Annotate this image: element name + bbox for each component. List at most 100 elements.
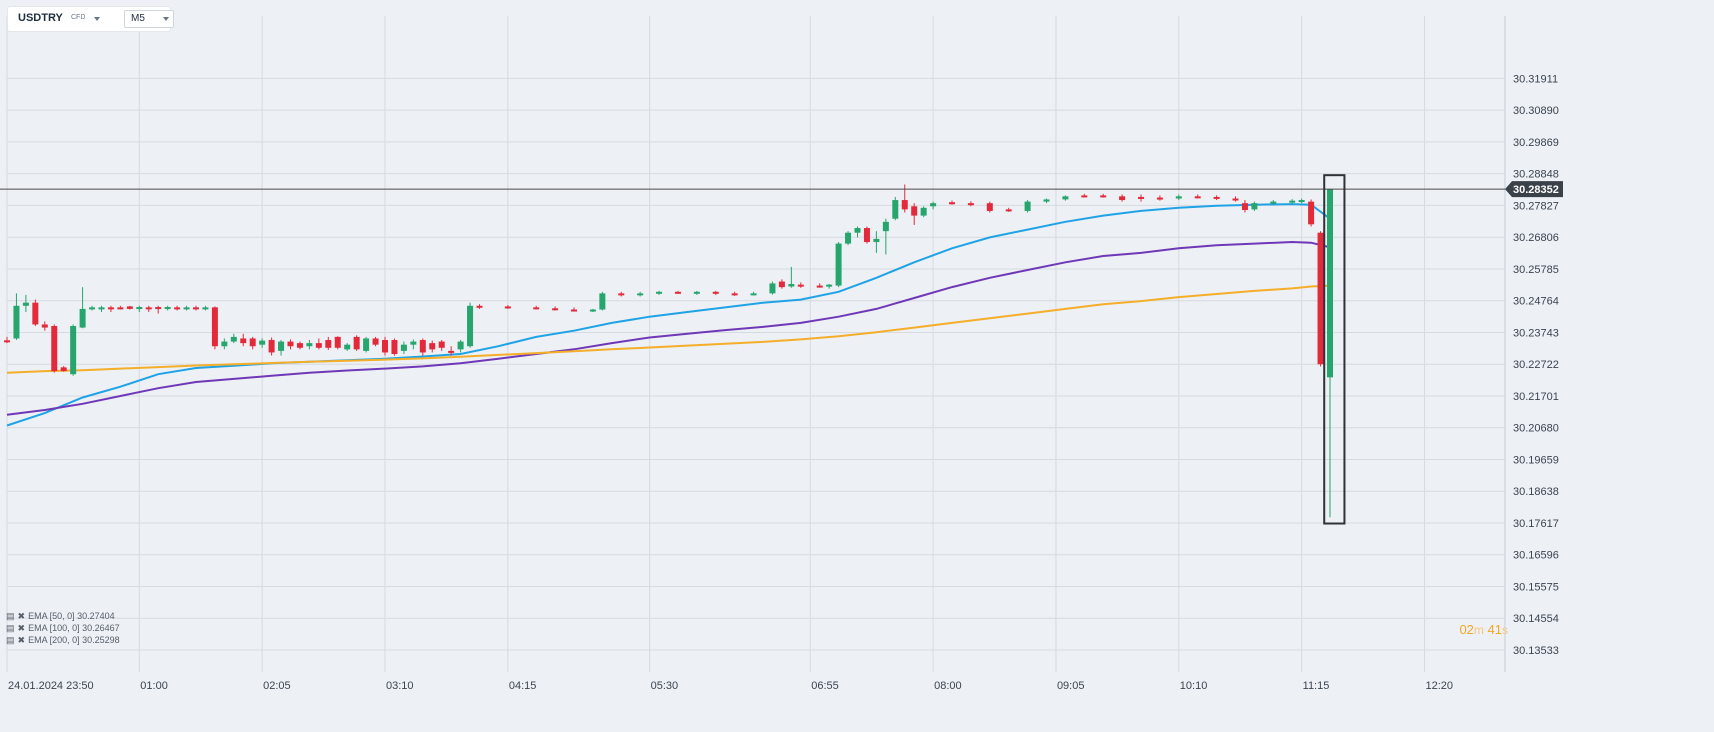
candle-bear[interactable] (174, 307, 181, 310)
candle-bull[interactable] (788, 284, 795, 287)
candle-bull[interactable] (1175, 196, 1182, 199)
candle-bull[interactable] (1289, 200, 1296, 203)
candle-bear[interactable] (296, 343, 303, 348)
candle-bull[interactable] (344, 344, 351, 350)
candle-bear[interactable] (1138, 196, 1144, 199)
candle-bull[interactable] (221, 341, 228, 347)
candle-bear[interactable] (60, 367, 67, 372)
candle-bear[interactable] (778, 281, 785, 288)
candle-bear[interactable] (155, 307, 162, 310)
candle-bull[interactable] (1327, 189, 1333, 378)
candle-bear[interactable] (1194, 196, 1201, 199)
candle-bear[interactable] (618, 293, 625, 296)
legend-ema50[interactable]: ▤ ✖ EMA [50, 0] 30.27404 (6, 610, 123, 622)
candle-bear[interactable] (4, 340, 10, 343)
candle-bear[interactable] (731, 293, 738, 296)
candle-bull[interactable] (835, 243, 842, 286)
candle-bear[interactable] (391, 340, 398, 355)
legend-remove-icon[interactable]: ✖ (17, 611, 26, 621)
candle-bear[interactable] (382, 340, 388, 353)
candle-bear[interactable] (967, 203, 974, 206)
candle-bull[interactable] (656, 291, 663, 294)
candle-bear[interactable] (1308, 201, 1315, 225)
candle-bear[interactable] (504, 306, 511, 309)
candle-bull[interactable] (769, 283, 776, 294)
candle-bear[interactable] (986, 203, 993, 211)
candle-bear[interactable] (32, 302, 39, 325)
legend-list-icon[interactable]: ▤ (6, 635, 15, 645)
candle-bear[interactable] (334, 336, 341, 348)
candle-bear[interactable] (107, 307, 114, 310)
candle-bull[interactable] (589, 309, 596, 312)
candle-bull[interactable] (637, 293, 644, 296)
candle-bull[interactable] (13, 305, 20, 339)
candle-bear[interactable] (1005, 209, 1012, 212)
candle-bear[interactable] (448, 350, 455, 353)
candle-bear[interactable] (1100, 195, 1107, 198)
candle-bear[interactable] (1156, 197, 1163, 200)
candle-bear[interactable] (476, 305, 483, 308)
candle-bear[interactable] (117, 307, 124, 310)
candle-bull[interactable] (920, 207, 927, 216)
candle-bull[interactable] (693, 291, 700, 294)
candle-bull[interactable] (882, 221, 889, 232)
candle-bear[interactable] (552, 308, 559, 311)
symbol-dropdown-icon[interactable] (94, 17, 100, 21)
candle-bull[interactable] (278, 341, 285, 351)
legend-remove-icon[interactable]: ✖ (17, 623, 26, 633)
candle-bull[interactable] (854, 228, 861, 233)
candle-bull[interactable] (845, 232, 852, 244)
candle-bull[interactable] (1298, 200, 1305, 203)
candle-bull[interactable] (599, 293, 606, 310)
candle-bear[interactable] (438, 341, 445, 348)
candle-bull[interactable] (930, 203, 937, 207)
candle-bear[interactable] (1232, 198, 1239, 201)
candle-bear[interactable] (533, 307, 540, 310)
legend-ema100[interactable]: ▤ ✖ EMA [100, 0] 30.26467 (6, 622, 123, 634)
candle-bear[interactable] (901, 200, 908, 210)
candle-bear[interactable] (674, 291, 681, 294)
candle-bear[interactable] (949, 202, 955, 205)
legend-list-icon[interactable]: ▤ (6, 623, 15, 633)
candle-bull[interactable] (750, 293, 757, 296)
candle-bear[interactable] (353, 336, 360, 350)
candle-bear[interactable] (1317, 232, 1324, 365)
candle-bull[interactable] (164, 307, 171, 310)
candle-bull[interactable] (183, 307, 190, 310)
candle-bear[interactable] (193, 307, 199, 310)
candle-bull[interactable] (410, 341, 417, 345)
candle-bear[interactable] (51, 326, 58, 372)
candle-bear[interactable] (287, 341, 294, 347)
candle-bear[interactable] (240, 338, 247, 344)
candle-bull[interactable] (467, 305, 474, 347)
candle-bull[interactable] (89, 307, 96, 310)
candle-bull[interactable] (1043, 199, 1050, 202)
candle-bear[interactable] (211, 307, 218, 347)
symbol-name[interactable]: USDTRY (18, 12, 63, 24)
candle-bull[interactable] (826, 284, 833, 287)
candle-bull[interactable] (1062, 196, 1069, 200)
candle-bear[interactable] (1213, 196, 1220, 199)
candle-bull[interactable] (70, 326, 77, 375)
candle-bull[interactable] (1024, 201, 1031, 211)
candle-bear[interactable] (1081, 195, 1088, 198)
candle-bear[interactable] (911, 206, 918, 216)
candle-bull[interactable] (1270, 201, 1277, 204)
candle-bull[interactable] (230, 336, 237, 342)
candle-bull[interactable] (363, 338, 370, 351)
legend-remove-icon[interactable]: ✖ (17, 635, 26, 645)
candle-bear[interactable] (268, 340, 275, 353)
candle-bull[interactable] (400, 344, 407, 351)
candle-bull[interactable] (22, 302, 29, 306)
legend-list-icon[interactable]: ▤ (6, 611, 15, 621)
candle-bull[interactable] (1251, 203, 1258, 210)
candle-bull[interactable] (306, 343, 313, 347)
candle-bear[interactable] (126, 306, 133, 309)
interval-select[interactable]: M5 (124, 10, 174, 28)
candle-bear[interactable] (315, 343, 322, 348)
candle-bull[interactable] (136, 307, 143, 310)
candle-bear[interactable] (249, 338, 256, 347)
candle-bear[interactable] (429, 343, 436, 350)
